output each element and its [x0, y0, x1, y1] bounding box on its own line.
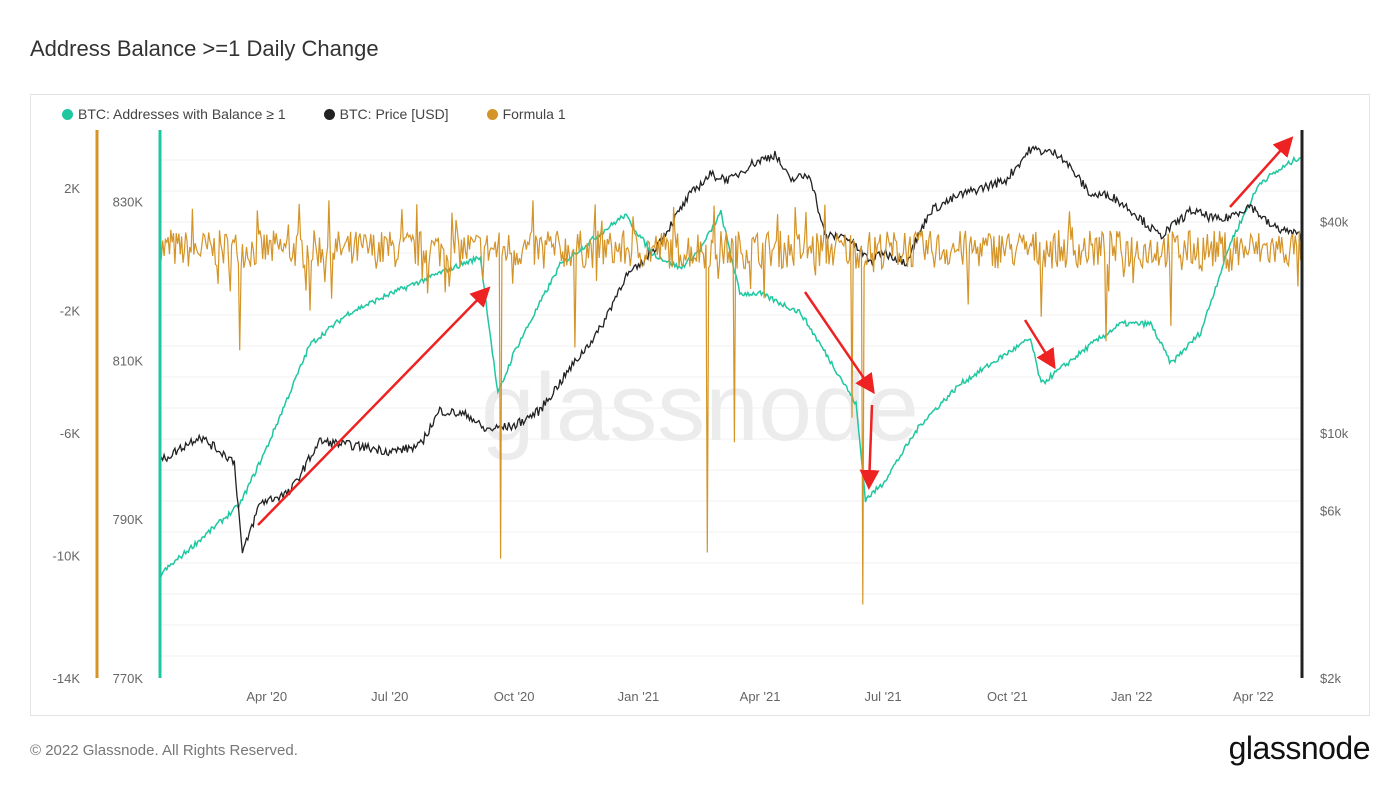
glassnode-logo[interactable]: glassnode	[1228, 730, 1371, 766]
price-tick-label: $2k	[1320, 671, 1341, 686]
legend-item-addresses[interactable]: BTC: Addresses with Balance ≥ 1	[62, 106, 286, 122]
watermark: glassnode	[481, 354, 919, 461]
x-tick-label: Jul '20	[371, 689, 408, 704]
formula-tick-label: -14K	[53, 671, 81, 686]
formula-tick-label: -6K	[60, 426, 81, 441]
legend-dot-icon	[486, 109, 498, 120]
addresses-tick-label: 830K	[113, 194, 144, 209]
x-tick-label: Oct '20	[494, 689, 535, 704]
annotation-arrow	[859, 404, 880, 490]
price-tick-label: $10k	[1320, 426, 1349, 441]
annotation-arrow	[1023, 319, 1056, 370]
formula-tick-label: 2K	[64, 181, 80, 196]
addresses-tick-label: 770K	[113, 671, 144, 686]
formula-tick-label: -2K	[60, 304, 81, 319]
x-tick-label: Jul '21	[864, 689, 901, 704]
addresses-tick-label: 790K	[113, 512, 144, 527]
x-tick-label: Oct '21	[987, 689, 1028, 704]
legend: BTC: Addresses with Balance ≥ 1 BTC: Pri…	[62, 106, 566, 122]
annotation-arrow	[803, 291, 875, 395]
x-tick-label: Apr '20	[246, 689, 287, 704]
chart-card	[30, 94, 1370, 716]
legend-item-formula[interactable]: Formula 1	[486, 106, 566, 122]
legend-label: Formula 1	[502, 106, 566, 122]
price-tick-label: $6k	[1320, 504, 1341, 519]
x-tick-label: Jan '22	[1111, 689, 1153, 704]
addresses-tick-label: 810K	[113, 353, 144, 368]
formula-line	[159, 200, 1303, 605]
legend-dot-icon	[323, 109, 335, 120]
x-tick-label: Jan '21	[618, 689, 660, 704]
x-tick-label: Apr '21	[740, 689, 781, 704]
legend-label: BTC: Addresses with Balance ≥ 1	[78, 106, 286, 122]
price-tick-label: $40k	[1320, 215, 1349, 230]
chart-title: Address Balance >=1 Daily Change	[30, 36, 379, 61]
copyright: © 2022 Glassnode. All Rights Reserved.	[30, 742, 298, 759]
formula-tick-label: -10K	[53, 549, 81, 564]
annotation-arrow	[1229, 136, 1294, 208]
x-tick-label: Apr '22	[1233, 689, 1274, 704]
legend-dot-icon	[62, 109, 73, 120]
price-line	[159, 145, 1303, 554]
legend-item-price[interactable]: BTC: Price [USD]	[323, 106, 449, 122]
legend-label: BTC: Price [USD]	[339, 106, 449, 122]
annotation-arrow	[257, 286, 491, 526]
annotation-arrows	[257, 136, 1294, 526]
